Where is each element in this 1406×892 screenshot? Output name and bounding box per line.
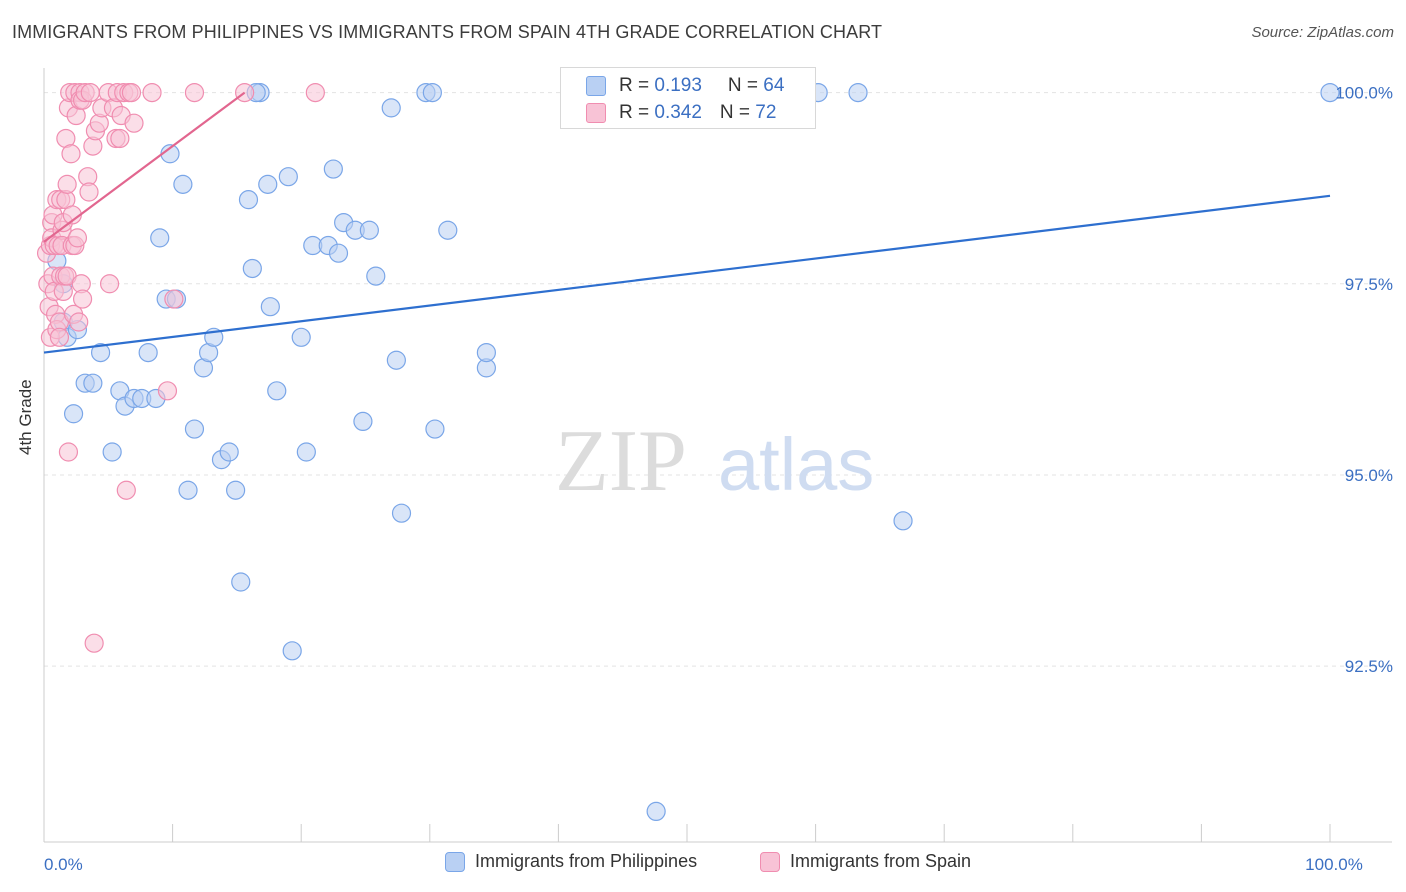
point-philippines [278, 167, 298, 187]
watermark-zip: ZIP [555, 413, 687, 510]
point-philippines [366, 266, 386, 286]
r-value: 0.193 [654, 75, 702, 96]
point-philippines [1320, 82, 1340, 103]
point-philippines [173, 174, 193, 194]
point-philippines [353, 411, 373, 432]
r-label: R = [619, 75, 655, 96]
y-tick-label: 97.5% [1345, 275, 1393, 294]
point-spain [121, 82, 142, 103]
y-tick-label: 95.0% [1345, 466, 1393, 485]
stats-swatch-philippines [586, 76, 606, 96]
stats-legend-box: R = 0.193 N = 64 R = 0.342 N = 72 [560, 67, 816, 129]
point-philippines [323, 159, 343, 179]
stats-row-spain: R = 0.342 N = 72 [586, 101, 776, 125]
point-spain [79, 182, 99, 202]
trend-line-philippines [43, 194, 1331, 354]
legend-swatch-spain [760, 851, 780, 872]
point-spain [305, 82, 325, 103]
point-spain [110, 128, 130, 149]
point-philippines [391, 503, 412, 523]
point-philippines [422, 82, 442, 103]
y-axis-label: 4th Grade [16, 379, 35, 455]
point-spain [184, 82, 205, 103]
y-tick-label: 100.0% [1335, 84, 1393, 103]
point-philippines [282, 641, 302, 661]
point-philippines [646, 801, 666, 822]
point-philippines [150, 228, 170, 248]
y-tick-label: 92.5% [1345, 657, 1393, 676]
point-philippines [848, 82, 868, 103]
point-philippines [381, 98, 401, 118]
point-philippines [83, 373, 103, 393]
n-value: 64 [763, 75, 785, 96]
stats-text: R = 0.193 N = 64 [619, 75, 784, 97]
watermark: ZIP atlas [555, 413, 874, 510]
legend-label-spain: Immigrants from Spain [790, 851, 972, 871]
stats-text: R = 0.342 N = 72 [619, 102, 776, 124]
point-philippines [291, 327, 311, 347]
source-credit: Source: ZipAtlas.com [1251, 24, 1394, 41]
point-philippines [138, 342, 158, 363]
point-philippines [258, 174, 278, 194]
point-spain [67, 228, 88, 248]
tick-labels: 100.0% 97.5% 95.0% 92.5% 0.0% 100.0% [44, 84, 1393, 874]
point-spain [69, 312, 89, 332]
x-tick-label: 0.0% [44, 855, 83, 874]
point-philippines [359, 220, 379, 240]
point-spain [124, 113, 144, 133]
point-philippines [184, 419, 205, 439]
trend-lines [43, 91, 1331, 354]
point-philippines [260, 297, 280, 317]
point-philippines [893, 511, 913, 531]
point-spain [61, 144, 81, 164]
axes [43, 68, 1392, 843]
point-philippines [242, 258, 262, 279]
legend-item-philippines[interactable]: Immigrants from Philippines [445, 851, 697, 872]
point-spain [142, 82, 162, 103]
point-spain [57, 174, 77, 194]
x-tick-label: 100.0% [1305, 855, 1363, 874]
point-philippines [476, 342, 496, 363]
point-philippines [102, 442, 122, 462]
point-philippines [90, 342, 111, 363]
point-philippines [238, 190, 259, 210]
data-points [36, 82, 1340, 822]
point-philippines [63, 404, 84, 424]
point-spain [116, 480, 136, 500]
point-spain [157, 381, 178, 401]
bottom-legend: Immigrants from Philippines Immigrants f… [0, 851, 1406, 879]
watermark-atlas: atlas [718, 423, 874, 506]
n-label: N = [727, 75, 764, 96]
point-spain [72, 289, 93, 309]
r-value: 0.342 [654, 102, 702, 123]
point-philippines [231, 572, 251, 592]
stats-swatch-spain [586, 103, 606, 123]
point-philippines [438, 220, 458, 240]
legend-label-philippines: Immigrants from Philippines [475, 851, 698, 871]
point-philippines [328, 243, 349, 263]
point-spain [80, 82, 100, 103]
point-philippines [386, 350, 406, 370]
point-spain [49, 327, 70, 347]
point-philippines [178, 480, 198, 500]
legend-swatch-philippines [445, 851, 465, 872]
stats-row-philippines: R = 0.193 N = 64 [586, 74, 784, 98]
point-spain [99, 274, 120, 294]
legend-item-spain[interactable]: Immigrants from Spain [760, 851, 971, 872]
point-philippines [267, 381, 287, 401]
n-value: 72 [755, 102, 777, 123]
point-philippines [425, 419, 445, 439]
point-spain [58, 442, 79, 462]
point-spain [164, 289, 184, 309]
r-label: R = [619, 102, 655, 123]
point-philippines [296, 442, 316, 462]
n-label: N = [719, 102, 756, 123]
trend-line-spain [43, 91, 246, 243]
point-philippines [219, 442, 239, 462]
chart-title: IMMIGRANTS FROM PHILIPPINES VS IMMIGRANT… [12, 22, 883, 42]
point-spain [84, 633, 104, 653]
point-philippines [226, 480, 246, 500]
